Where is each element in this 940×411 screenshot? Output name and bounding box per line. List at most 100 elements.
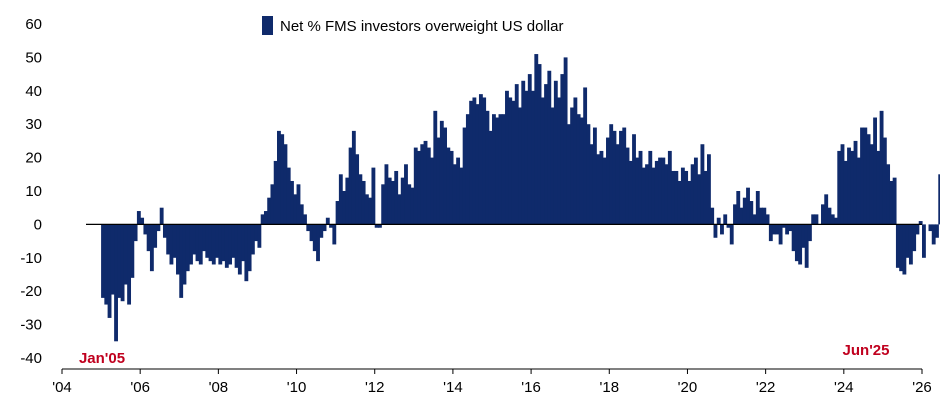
bar	[316, 224, 320, 262]
bar	[847, 147, 851, 225]
bar	[462, 127, 467, 225]
bar	[505, 90, 509, 225]
bar	[465, 114, 470, 225]
bar	[902, 224, 907, 275]
bar	[410, 187, 415, 225]
bar	[189, 224, 193, 265]
bar	[371, 167, 376, 225]
bar	[452, 164, 457, 225]
bar	[348, 147, 353, 225]
bar	[628, 160, 633, 225]
bar	[195, 224, 200, 262]
bar	[557, 97, 562, 225]
bar	[114, 224, 118, 342]
bar	[785, 224, 790, 235]
bar	[495, 117, 500, 225]
bar	[671, 170, 676, 225]
bar	[153, 224, 158, 248]
bar	[299, 204, 304, 225]
bar	[889, 180, 894, 225]
bar	[677, 180, 682, 225]
bar	[759, 207, 763, 225]
bar	[807, 224, 812, 242]
bar	[899, 224, 904, 272]
annotations: Jan'05 Jun'25	[79, 342, 890, 367]
bar	[231, 224, 236, 258]
bar-series	[101, 54, 940, 342]
bar	[381, 184, 386, 225]
bar	[827, 207, 832, 225]
legend-swatch	[262, 16, 273, 35]
bar	[599, 150, 604, 225]
bar	[254, 224, 259, 242]
bar	[775, 224, 780, 235]
bar	[544, 84, 548, 225]
bar	[762, 207, 767, 225]
bar	[283, 144, 288, 225]
bar	[892, 177, 897, 225]
bar	[110, 224, 115, 295]
bar	[908, 224, 913, 265]
y-tick-label: 40	[25, 83, 42, 100]
bar	[511, 100, 516, 225]
legend-label: Net % FMS investors overweight US dollar	[280, 18, 563, 35]
bar	[622, 127, 627, 225]
bar	[524, 90, 529, 225]
bar	[104, 224, 109, 305]
bar	[791, 224, 796, 252]
bar	[612, 130, 617, 225]
bar	[234, 224, 239, 268]
bar	[733, 204, 737, 225]
bar	[456, 157, 461, 225]
bar	[928, 224, 933, 232]
bar	[687, 180, 692, 225]
bar	[185, 224, 190, 272]
bar	[377, 224, 382, 228]
bar	[931, 224, 936, 245]
bar	[127, 224, 132, 305]
bar	[508, 97, 513, 225]
bar	[518, 107, 522, 225]
bar	[772, 224, 777, 235]
x-tick-label: '14	[443, 379, 463, 396]
bar	[684, 170, 689, 225]
bar	[482, 97, 487, 225]
bar	[426, 147, 431, 225]
bar	[417, 150, 421, 225]
bar	[853, 140, 858, 225]
bar	[550, 107, 555, 225]
bar	[182, 224, 187, 285]
bar	[469, 100, 474, 225]
bar	[368, 197, 373, 225]
bar	[374, 224, 379, 228]
x-axis: '04 '06 '08 '10 '12 '14 '16 '18 '20 '22 '24 '26	[52, 368, 932, 396]
bar	[325, 217, 330, 225]
bar	[697, 174, 702, 225]
bar	[133, 224, 138, 242]
bar	[573, 97, 578, 225]
bar	[729, 224, 734, 245]
y-tick-label: 60	[25, 16, 42, 33]
bar	[661, 157, 666, 225]
bar	[179, 224, 184, 298]
bar	[176, 224, 180, 275]
y-tick-label: 30	[25, 116, 42, 133]
bar	[602, 157, 607, 225]
bar	[938, 174, 940, 225]
bar	[136, 211, 141, 225]
bar	[312, 224, 317, 252]
bar	[277, 130, 281, 225]
y-tick-label: 50	[25, 49, 42, 66]
bar	[667, 150, 672, 225]
bar	[514, 84, 519, 225]
bar	[270, 184, 275, 225]
bar	[400, 177, 405, 225]
bar	[237, 224, 242, 275]
bar	[922, 224, 926, 258]
bar	[720, 224, 724, 235]
bar	[886, 164, 891, 225]
bar	[436, 137, 441, 225]
bar	[700, 144, 705, 225]
bar	[498, 114, 503, 225]
